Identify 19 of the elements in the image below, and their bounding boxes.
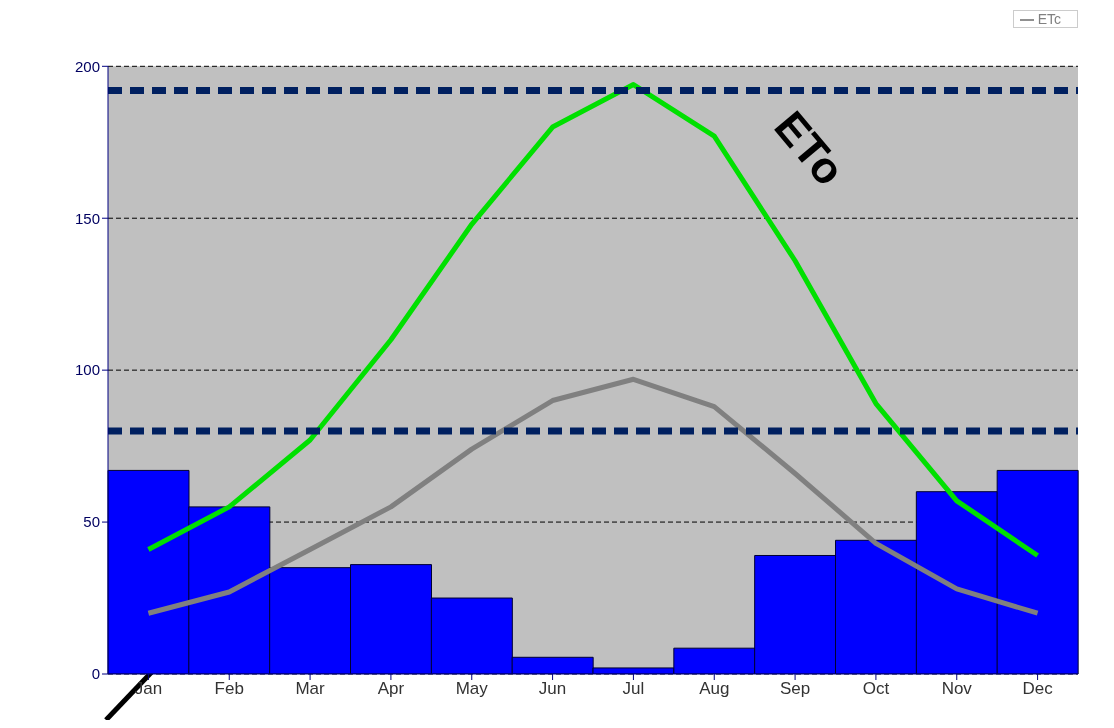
x-tick-label: Mar xyxy=(295,679,326,699)
y-tick-label: 100 xyxy=(74,361,100,379)
x-tick-label: Sep xyxy=(779,679,811,699)
x-tick-label: May xyxy=(455,679,489,699)
x-tick-label: Oct xyxy=(862,679,890,699)
x-tick-label: Aug xyxy=(699,679,730,699)
y-tick-label: 200 xyxy=(74,57,100,75)
x-tick-label: Jan xyxy=(134,679,163,699)
y-tick-label: 50 xyxy=(83,513,100,531)
annotation: ETo xyxy=(765,101,855,195)
x-tick-label: Feb xyxy=(214,679,244,699)
x-tick-label: Jun xyxy=(538,679,567,699)
x-tick-label: Jul xyxy=(622,679,645,699)
y-tick-label: 0 xyxy=(91,665,100,683)
x-tick-label: Apr xyxy=(377,679,405,699)
y-tick-label: 150 xyxy=(74,209,100,227)
legend-label: ETc xyxy=(1037,11,1061,27)
x-tick-label: Dec xyxy=(1022,679,1054,699)
x-tick-label: Nov xyxy=(941,679,973,699)
